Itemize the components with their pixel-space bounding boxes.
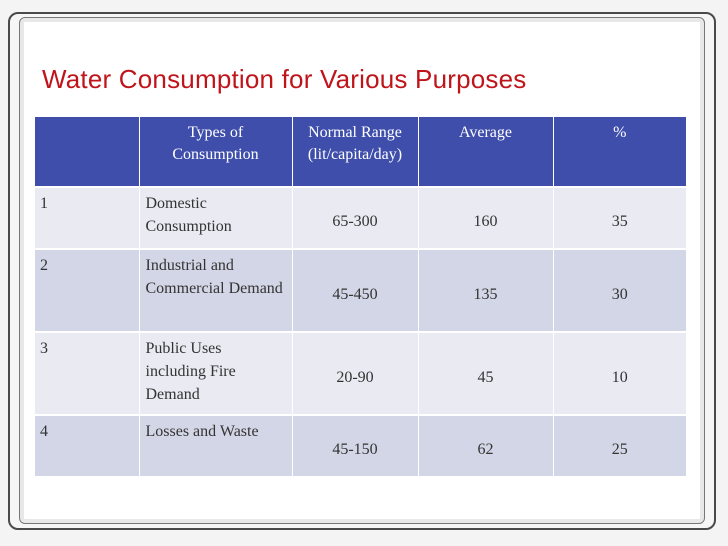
table-header-row: Types of Consumption Normal Range (lit/c… (35, 117, 686, 188)
row-index: 4 (35, 415, 140, 478)
row-average: 160 (418, 187, 554, 250)
table-row: 2 Industrial and Commercial Demand 45-45… (35, 249, 686, 333)
row-average: 62 (418, 415, 554, 478)
row-percent: 30 (553, 249, 686, 333)
row-normal-range: 45-150 (292, 415, 419, 478)
consumption-table: Types of Consumption Normal Range (lit/c… (35, 117, 686, 478)
row-index: 1 (35, 187, 140, 250)
table-row: 1 Domestic Consumption 65-300 160 35 (35, 187, 686, 250)
row-index: 3 (35, 332, 140, 416)
slide-title: Water Consumption for Various Purposes (42, 64, 527, 94)
header-normal-range: Normal Range (lit/capita/day) (292, 117, 419, 188)
table-row: 3 Public Uses including Fire Demand 20-9… (35, 332, 686, 416)
row-normal-range: 45-450 (292, 249, 419, 333)
header-index (35, 117, 140, 188)
row-normal-range: 65-300 (292, 187, 419, 250)
row-percent: 10 (553, 332, 686, 416)
row-average: 135 (418, 249, 554, 333)
row-average: 45 (418, 332, 554, 416)
header-types-of-consumption: Types of Consumption (139, 117, 293, 188)
row-type: Industrial and Commercial Demand (139, 249, 293, 333)
table-row: 4 Losses and Waste 45-150 62 25 (35, 415, 686, 478)
row-percent: 25 (553, 415, 686, 478)
row-index: 2 (35, 249, 140, 333)
row-percent: 35 (553, 187, 686, 250)
row-type: Domestic Consumption (139, 187, 293, 250)
header-average: Average (418, 117, 554, 188)
header-percent: % (553, 117, 686, 188)
row-type: Public Uses including Fire Demand (139, 332, 293, 416)
row-normal-range: 20-90 (292, 332, 419, 416)
row-type: Losses and Waste (139, 415, 293, 478)
